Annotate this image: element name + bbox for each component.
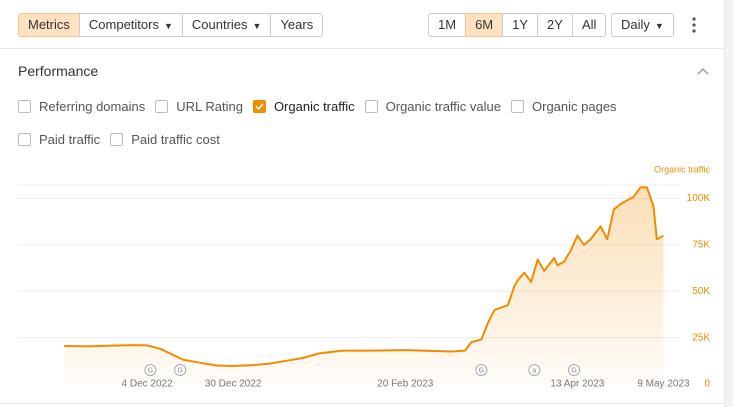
y-tick-label: 100K	[687, 193, 711, 204]
metric-option[interactable]: Organic traffic value	[364, 96, 501, 116]
tab-label: Countries	[191, 17, 248, 32]
series-line	[64, 186, 664, 367]
tab[interactable]: Metrics	[18, 13, 80, 37]
y-tick-label: 50K	[692, 286, 710, 297]
metric-option[interactable]: Organic traffic	[252, 96, 355, 116]
y-tick-label: 25K	[692, 332, 710, 343]
annotation-marker	[144, 364, 157, 376]
checkbox[interactable]	[18, 99, 31, 113]
checkbox[interactable]	[110, 132, 124, 146]
metric-option[interactable]: Organic pages	[511, 96, 617, 116]
range-button[interactable]: 1M	[428, 13, 467, 37]
option-label: Organic traffic	[273, 98, 355, 114]
annotation-marker	[475, 364, 488, 376]
metric-option[interactable]: Referring domains	[18, 96, 145, 116]
interval-dropdown[interactable]: Daily ▼	[611, 13, 674, 37]
range-group: 1M 6M 1Y 2Y All	[428, 13, 607, 37]
option-label: URL Rating	[176, 98, 243, 114]
checkbox[interactable]	[18, 132, 31, 146]
tab-group: Metrics Competitors ▼ Countries ▼ Years	[18, 13, 324, 37]
tab-label: Competitors	[88, 17, 159, 32]
area-fill	[64, 187, 664, 384]
metric-option[interactable]: Paid traffic cost	[110, 129, 220, 149]
divider	[0, 48, 724, 49]
range-button[interactable]: All	[571, 13, 607, 37]
annotation-label: G	[148, 367, 153, 374]
annotation-label: G	[177, 367, 182, 374]
x-tick-label: 13 Apr 2023	[550, 379, 604, 390]
annotation-label: G	[479, 367, 484, 374]
tab-label: Metrics	[28, 17, 70, 32]
tab-label: Years	[280, 17, 314, 32]
checkbox[interactable]	[155, 99, 169, 113]
option-label: Paid traffic cost	[131, 131, 220, 147]
annotation-marker	[568, 364, 581, 376]
tab[interactable]: Years	[270, 13, 324, 37]
metric-option[interactable]: Paid traffic	[18, 129, 100, 149]
annotation-marker	[528, 364, 541, 376]
option-label: Referring domains	[39, 98, 146, 114]
annotation-marker	[174, 364, 187, 376]
checkbox[interactable]	[511, 99, 524, 113]
divider	[0, 403, 724, 404]
collapse-icon[interactable]	[696, 66, 710, 76]
more-menu[interactable]	[689, 15, 699, 35]
interval-label: Daily	[621, 17, 650, 32]
tab[interactable]: Countries ▼	[181, 13, 272, 37]
y-tick-label: 0	[704, 379, 710, 390]
x-tick-label: 4 Dec 2022	[122, 379, 174, 390]
option-label: Organic pages	[532, 98, 617, 114]
option-label: Paid traffic	[39, 131, 101, 147]
y-tick-label: 75K	[692, 240, 710, 251]
tab[interactable]: Competitors ▼	[78, 13, 183, 37]
metric-options: Referring domains URL Rating Organic traff…	[18, 96, 708, 149]
x-tick-label: 20 Feb 2023	[377, 379, 434, 390]
metric-option[interactable]: URL Rating	[155, 96, 243, 116]
annotation-label: G	[571, 367, 576, 374]
option-label: Organic traffic value	[385, 98, 501, 114]
checkbox[interactable]	[364, 99, 378, 113]
range-button[interactable]: 6M	[465, 13, 504, 37]
x-tick-label: 9 May 2023	[637, 379, 690, 390]
range-button[interactable]: 1Y	[502, 13, 539, 37]
annotation-label: a	[532, 367, 536, 374]
interval-group: Daily ▼	[611, 13, 674, 37]
panel-title: Performance	[18, 63, 99, 79]
checkbox[interactable]	[252, 99, 266, 113]
legend-label: Organic traffic	[654, 164, 710, 174]
x-tick-label: 30 Dec 2022	[205, 379, 262, 390]
